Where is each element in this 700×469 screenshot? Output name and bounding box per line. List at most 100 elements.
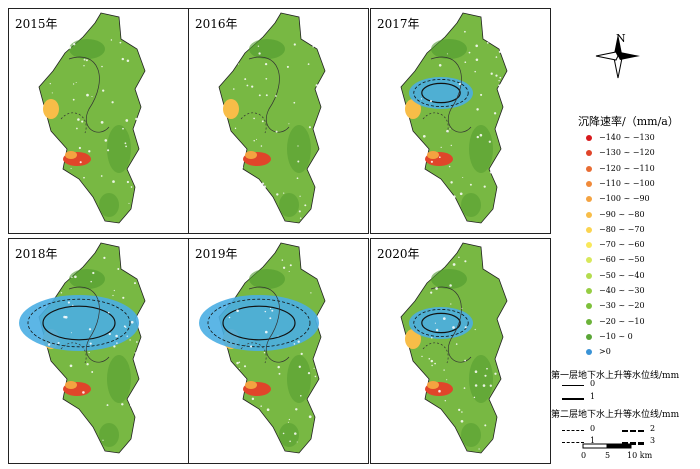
isoline <box>248 286 290 363</box>
land-patch <box>249 39 285 59</box>
speckle <box>288 123 290 125</box>
speckle <box>91 445 93 448</box>
speckle <box>73 43 76 46</box>
speckle <box>286 65 289 68</box>
speckle <box>232 88 235 90</box>
speckle <box>228 171 231 174</box>
land-patch <box>431 39 467 59</box>
speckle <box>429 100 433 103</box>
speckle <box>134 352 136 354</box>
speckle <box>264 62 268 66</box>
speckle <box>238 361 241 364</box>
speckle <box>64 315 68 319</box>
speckle <box>269 317 272 320</box>
speckle <box>464 30 466 33</box>
speckle <box>108 332 111 336</box>
speckle <box>430 291 433 294</box>
speckle <box>86 93 89 97</box>
legend-label: −140 ~ −130 <box>599 133 655 142</box>
speckle <box>54 415 56 418</box>
speckle <box>480 93 483 96</box>
region-map <box>400 12 508 224</box>
speckle <box>458 408 461 412</box>
speckle <box>67 213 69 215</box>
speckle <box>48 67 51 70</box>
speckle <box>459 192 463 196</box>
speckle <box>81 120 84 123</box>
land-patch <box>469 125 493 173</box>
legend-swatch <box>586 318 592 325</box>
year-label: 2019年 <box>195 247 238 261</box>
speckle <box>85 59 88 62</box>
speckle <box>58 444 61 447</box>
year-label: 2020年 <box>377 247 420 261</box>
speckle <box>482 384 486 387</box>
speckle <box>251 397 255 401</box>
speckle <box>421 29 424 32</box>
speckle <box>288 418 291 421</box>
speckle <box>300 395 302 397</box>
subsidence-zone <box>427 151 439 159</box>
speckle <box>444 400 446 402</box>
speckle <box>241 190 245 194</box>
speckle <box>67 301 71 304</box>
speckle <box>443 369 445 371</box>
speckle <box>492 257 495 260</box>
speckle <box>72 83 75 85</box>
speckle <box>299 195 301 197</box>
speckle <box>464 61 467 64</box>
land-patch <box>107 125 131 173</box>
speckle <box>129 404 132 407</box>
land-patch <box>287 125 311 173</box>
speckle <box>83 199 86 202</box>
land-patch <box>107 355 131 403</box>
speckle <box>452 326 455 329</box>
speckle <box>70 167 72 169</box>
speckle <box>293 343 296 345</box>
legend-label: −30 ~ −20 <box>599 301 645 311</box>
land-patch <box>287 355 311 403</box>
speckle <box>244 78 247 81</box>
isoline <box>421 82 461 104</box>
speckle <box>52 443 54 445</box>
speckle <box>232 396 235 399</box>
speckle <box>246 417 250 421</box>
speckle <box>247 177 250 180</box>
speckle <box>265 23 267 25</box>
speckle <box>463 387 466 389</box>
speckle <box>261 182 265 185</box>
speckle <box>314 375 317 378</box>
speckle <box>232 253 236 256</box>
uplift-zone <box>199 295 319 351</box>
speckle <box>488 22 491 26</box>
speckle <box>424 412 426 414</box>
speckle <box>446 53 448 55</box>
speckle <box>74 275 77 279</box>
speckle <box>136 130 139 133</box>
speckle <box>293 43 296 46</box>
speckle <box>422 134 426 138</box>
speckle <box>430 160 434 163</box>
speckle <box>462 176 464 179</box>
speckle <box>434 322 436 324</box>
speckle <box>469 183 472 186</box>
speckle <box>293 101 296 104</box>
isoline <box>42 305 116 341</box>
subsidence-zone <box>223 99 239 119</box>
speckle <box>313 367 315 369</box>
speckle <box>245 414 248 417</box>
speckle <box>300 352 303 356</box>
isoline-label: 0 <box>590 424 596 433</box>
speckle <box>261 120 264 123</box>
speckle <box>71 276 73 279</box>
legend-label: >0 <box>599 347 611 357</box>
isoline-sample <box>622 430 644 432</box>
speckle <box>488 140 491 143</box>
region-map <box>38 12 146 224</box>
speckle <box>70 332 72 334</box>
speckle <box>442 317 446 320</box>
speckle <box>295 408 298 411</box>
speckle <box>297 340 300 343</box>
land-patch <box>99 193 119 217</box>
speckle <box>257 45 260 47</box>
